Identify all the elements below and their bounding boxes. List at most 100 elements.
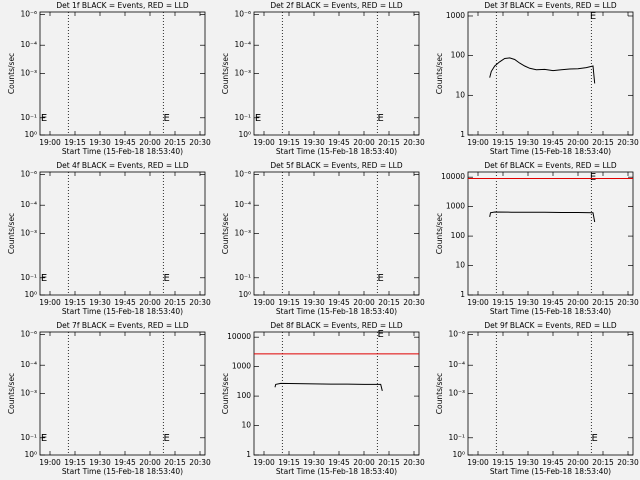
annotation: E	[590, 172, 596, 183]
x-tick-label: 20:15	[164, 298, 186, 307]
x-axis-label: Start Time (15-Feb-18 18:53:40)	[490, 307, 611, 316]
x-tick-label: 19:15	[278, 458, 300, 467]
x-tick-label: 19:30	[517, 138, 539, 147]
x-tick-label: 20:15	[378, 138, 400, 147]
x-tick-label: 19:45	[114, 458, 136, 467]
x-axis-label: Start Time (15-Feb-18 18:53:40)	[62, 307, 183, 316]
y-tick-label: 10⁻⁴	[234, 200, 251, 209]
x-tick-label: 20:00	[353, 458, 375, 467]
x-tick-label: 20:30	[403, 138, 425, 147]
annotation: E	[378, 329, 384, 340]
x-tick-label: 20:30	[403, 458, 425, 467]
x-tick-label: 20:15	[164, 138, 186, 147]
y-tick-label: 10⁻¹	[234, 273, 251, 282]
x-tick-label: 19:00	[467, 458, 489, 467]
plot-frame	[253, 11, 420, 136]
x-tick-label: 19:00	[39, 298, 61, 307]
y-tick-label: 10⁻⁴	[20, 360, 37, 369]
annotation: E	[41, 113, 47, 124]
x-tick-label: 19:00	[253, 298, 275, 307]
x-tick-label: 20:00	[139, 138, 161, 147]
panel-title: Det 1f BLACK = Events, RED = LLD	[56, 1, 189, 10]
x-tick-label: 20:00	[139, 298, 161, 307]
x-tick-label: 19:30	[517, 458, 539, 467]
annotation: E	[164, 433, 170, 444]
y-tick-label: 10⁰	[24, 450, 37, 459]
x-tick-label: 19:45	[328, 458, 350, 467]
x-tick-label: 20:30	[617, 458, 639, 467]
x-tick-label: 19:15	[492, 138, 514, 147]
plot-frame	[39, 11, 206, 136]
annotation: E	[164, 113, 170, 124]
x-axis-label: Start Time (15-Feb-18 18:53:40)	[490, 147, 611, 156]
panel-title: Det 5f BLACK = Events, RED = LLD	[270, 161, 403, 170]
y-tick-label: 10⁻⁶	[234, 169, 251, 178]
x-tick-label: 20:00	[353, 298, 375, 307]
y-tick-label: 1000	[446, 11, 465, 20]
x-tick-label: 20:30	[617, 138, 639, 147]
plot-frame	[467, 11, 634, 136]
x-tick-label: 19:00	[467, 298, 489, 307]
data-line	[489, 211, 596, 223]
y-tick-label: 10⁻⁶	[234, 9, 251, 18]
x-axis-label: Start Time (15-Feb-18 18:53:40)	[276, 467, 397, 476]
annotation: E	[41, 273, 47, 284]
data-line	[489, 57, 596, 84]
y-axis-label: Counts/sec	[221, 373, 230, 414]
plot-frame	[467, 331, 634, 456]
y-axis-label: Counts/sec	[7, 53, 16, 94]
y-tick-label: 10⁻¹	[20, 273, 37, 282]
y-axis-label: Counts/sec	[435, 213, 444, 254]
panel-title: Det 3f BLACK = Events, RED = LLD	[484, 1, 617, 10]
annotation: E	[590, 11, 596, 22]
y-tick-label: 10000	[227, 332, 251, 341]
x-tick-label: 20:15	[164, 458, 186, 467]
plot-frame	[39, 171, 206, 296]
panel-title: Det 7f BLACK = Events, RED = LLD	[56, 321, 189, 330]
y-tick-label: 10⁻¹	[20, 113, 37, 122]
annotation: E	[41, 433, 47, 444]
x-tick-label: 19:30	[89, 458, 111, 467]
x-tick-label: 19:15	[64, 458, 86, 467]
x-tick-label: 20:30	[189, 298, 211, 307]
y-axis-label: Counts/sec	[7, 373, 16, 414]
annotation: E	[592, 433, 598, 444]
annotation: E	[378, 113, 384, 124]
x-tick-label: 19:45	[542, 298, 564, 307]
y-tick-label: 10⁻¹	[448, 433, 465, 442]
x-tick-label: 19:45	[328, 138, 350, 147]
x-axis-label: Start Time (15-Feb-18 18:53:40)	[276, 307, 397, 316]
y-tick-label: 1	[460, 290, 465, 299]
x-axis-label: Start Time (15-Feb-18 18:53:40)	[62, 467, 183, 476]
panel-title: Det 8f BLACK = Events, RED = LLD	[270, 321, 403, 330]
y-axis-label: Counts/sec	[435, 53, 444, 94]
y-tick-label: 1000	[232, 362, 251, 371]
x-tick-label: 19:45	[328, 298, 350, 307]
y-tick-label: 10⁻⁶	[20, 9, 37, 18]
x-tick-label: 20:15	[592, 458, 614, 467]
y-tick-label: 10	[455, 261, 465, 270]
y-tick-label: 10⁻³	[20, 389, 37, 398]
x-tick-label: 19:00	[39, 458, 61, 467]
x-tick-label: 19:00	[253, 138, 275, 147]
y-tick-label: 10⁻⁴	[234, 40, 251, 49]
x-tick-label: 19:15	[492, 458, 514, 467]
y-tick-label: 100	[451, 231, 466, 240]
y-tick-label: 10⁻¹	[234, 113, 251, 122]
x-tick-label: 19:30	[517, 298, 539, 307]
x-tick-label: 19:30	[303, 298, 325, 307]
y-tick-label: 10⁻⁴	[20, 200, 37, 209]
annotation: E	[164, 273, 170, 284]
panel-title: Det 4f BLACK = Events, RED = LLD	[56, 161, 189, 170]
x-tick-label: 19:45	[542, 138, 564, 147]
x-tick-label: 20:30	[189, 138, 211, 147]
x-tick-label: 19:30	[89, 298, 111, 307]
y-axis-label: Counts/sec	[435, 373, 444, 414]
x-tick-label: 19:15	[278, 138, 300, 147]
x-tick-label: 20:00	[567, 458, 589, 467]
y-tick-label: 1	[460, 130, 465, 139]
x-tick-label: 20:15	[378, 458, 400, 467]
x-tick-label: 20:15	[378, 298, 400, 307]
x-tick-label: 19:00	[467, 138, 489, 147]
